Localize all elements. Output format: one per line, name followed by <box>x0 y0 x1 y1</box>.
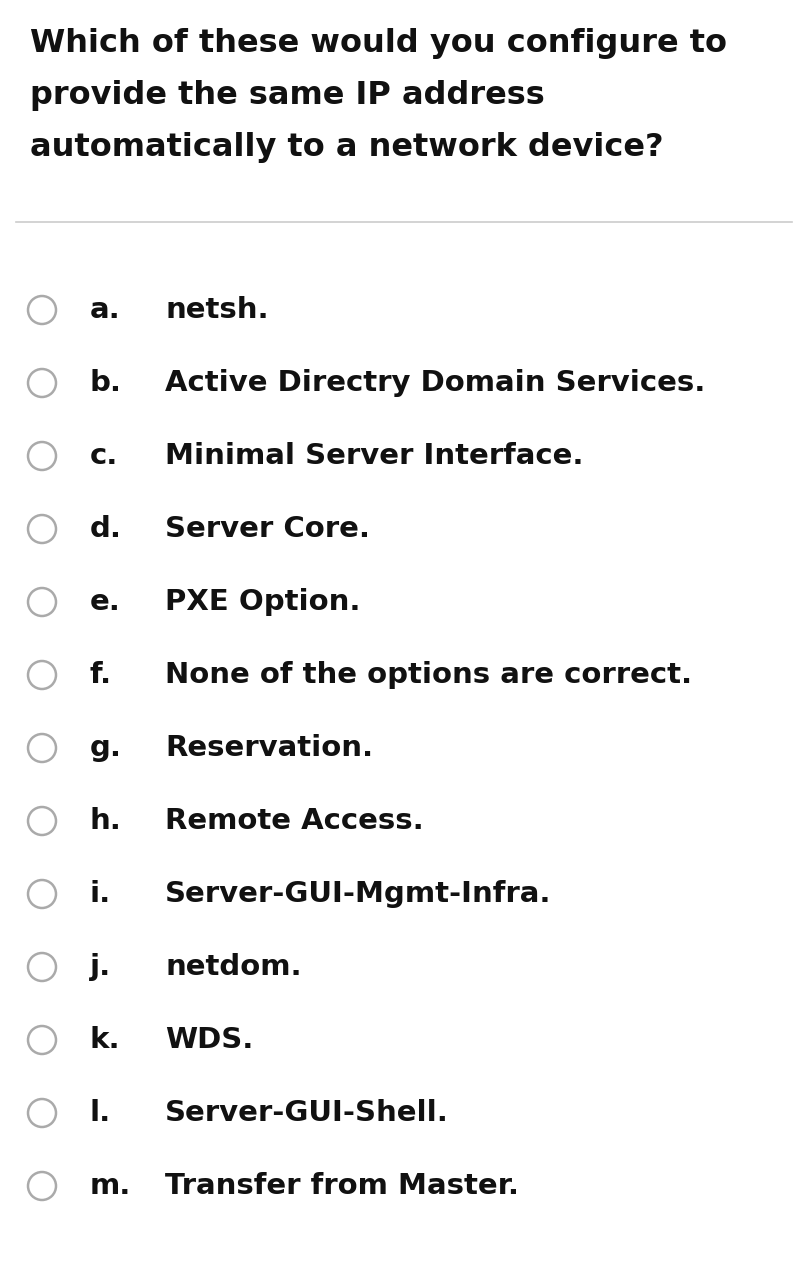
Text: Transfer from Master.: Transfer from Master. <box>165 1172 519 1200</box>
Text: Minimal Server Interface.: Minimal Server Interface. <box>165 442 583 470</box>
Text: None of the options are correct.: None of the options are correct. <box>165 662 692 688</box>
Text: b.: b. <box>90 369 122 397</box>
Text: Which of these would you configure to: Which of these would you configure to <box>30 28 727 59</box>
Text: PXE Option.: PXE Option. <box>165 588 360 615</box>
Text: Server-GUI-Shell.: Server-GUI-Shell. <box>165 1099 449 1127</box>
Text: provide the same IP address: provide the same IP address <box>30 79 545 112</box>
Text: a.: a. <box>90 296 120 324</box>
Text: m.: m. <box>90 1172 132 1200</box>
Text: WDS.: WDS. <box>165 1026 254 1054</box>
Text: k.: k. <box>90 1026 120 1054</box>
Text: Server Core.: Server Core. <box>165 515 370 544</box>
Text: automatically to a network device?: automatically to a network device? <box>30 132 663 163</box>
Text: c.: c. <box>90 442 119 470</box>
Text: Active Directry Domain Services.: Active Directry Domain Services. <box>165 369 705 397</box>
Text: f.: f. <box>90 662 112 688</box>
Text: h.: h. <box>90 806 122 835</box>
Text: Remote Access.: Remote Access. <box>165 806 423 835</box>
Text: i.: i. <box>90 879 112 908</box>
Text: j.: j. <box>90 953 112 981</box>
Text: Reservation.: Reservation. <box>165 735 373 762</box>
Text: d.: d. <box>90 515 122 544</box>
Text: netdom.: netdom. <box>165 953 301 981</box>
Text: Server-GUI-Mgmt-Infra.: Server-GUI-Mgmt-Infra. <box>165 879 552 908</box>
Text: netsh.: netsh. <box>165 296 268 324</box>
Text: g.: g. <box>90 735 122 762</box>
Text: l.: l. <box>90 1099 112 1127</box>
Text: e.: e. <box>90 588 121 615</box>
